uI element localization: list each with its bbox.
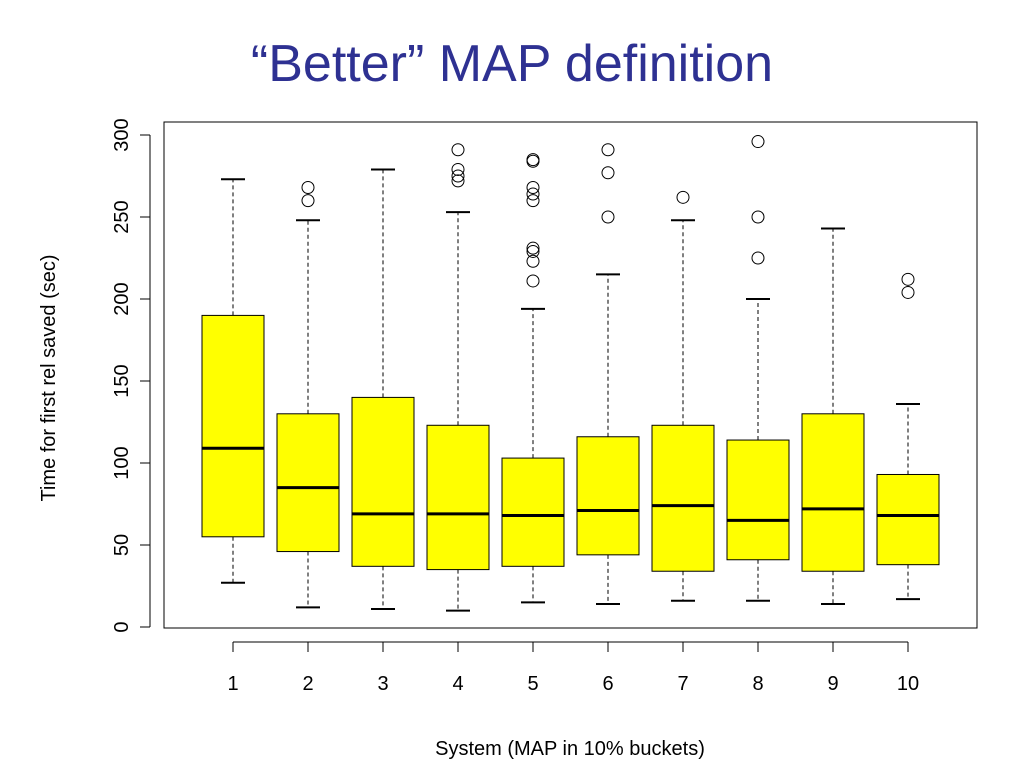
box-4 <box>426 143 490 612</box>
outlier-point <box>526 274 540 288</box>
outlier-point <box>901 272 915 286</box>
outlier-point <box>451 174 465 188</box>
iqr-box <box>801 413 865 572</box>
outlier-point <box>526 254 540 268</box>
x-tick-label: 8 <box>752 673 763 695</box>
x-tick-label: 7 <box>677 673 688 695</box>
y-tick-label: 50 <box>111 534 133 556</box>
x-tick-label: 4 <box>452 673 463 695</box>
box-1 <box>201 178 265 584</box>
x-axis-label: System (MAP in 10% buckets) <box>435 738 705 760</box>
x-tick-label: 2 <box>302 673 313 695</box>
y-tick-label: 250 <box>111 200 133 233</box>
y-axis: 0 50 100 150 200 250 300 <box>111 118 151 633</box>
y-tick-label: 100 <box>111 446 133 479</box>
outlier-point <box>301 194 315 208</box>
iqr-box <box>351 396 415 567</box>
outlier-point <box>526 180 540 194</box>
y-tick-label: 0 <box>111 621 133 632</box>
iqr-box <box>651 424 715 572</box>
box-7 <box>651 190 715 602</box>
iqr-box <box>501 457 565 567</box>
box-10 <box>876 272 940 601</box>
x-tick-label: 5 <box>527 673 538 695</box>
outlier-point <box>451 162 465 176</box>
outlier-point <box>526 194 540 208</box>
outlier-point <box>751 251 765 265</box>
slide-title: “Better” MAP definition <box>250 35 774 93</box>
iqr-box <box>201 314 265 538</box>
iqr-box <box>426 424 490 571</box>
box-5 <box>501 153 565 604</box>
outlier-point <box>676 190 690 204</box>
outlier-point <box>526 187 540 201</box>
outlier-point <box>751 210 765 224</box>
x-tick-label: 9 <box>827 673 838 695</box>
iqr-box <box>876 473 940 566</box>
x-axis: 1 2 3 4 5 6 7 8 9 10 <box>227 641 919 695</box>
box-6 <box>576 143 640 606</box>
box-9 <box>801 227 865 606</box>
boxes-group <box>201 135 940 612</box>
y-tick-label: 200 <box>111 282 133 315</box>
outlier-point <box>451 169 465 183</box>
x-tick-label: 1 <box>227 673 238 695</box>
box-3 <box>351 168 415 610</box>
iqr-box <box>276 413 340 553</box>
outlier-point <box>301 180 315 194</box>
plot-frame <box>163 121 978 629</box>
y-axis-label: Time for first rel saved (sec) <box>38 254 60 501</box>
outlier-point <box>601 210 615 224</box>
iqr-box <box>726 439 790 561</box>
x-tick-label: 3 <box>377 673 388 695</box>
box-8 <box>726 135 790 602</box>
outlier-point <box>451 143 465 157</box>
outlier-point <box>601 143 615 157</box>
x-tick-label: 6 <box>602 673 613 695</box>
y-tick-label: 150 <box>111 364 133 397</box>
outlier-point <box>901 285 915 299</box>
x-tick-label: 10 <box>897 673 919 695</box>
iqr-box <box>576 436 640 556</box>
outlier-point <box>526 153 540 167</box>
box-2 <box>276 180 340 609</box>
outlier-point <box>526 241 540 255</box>
outlier-point <box>526 244 540 258</box>
outlier-point <box>601 166 615 180</box>
outlier-point <box>751 135 765 149</box>
y-tick-label: 300 <box>111 118 133 151</box>
